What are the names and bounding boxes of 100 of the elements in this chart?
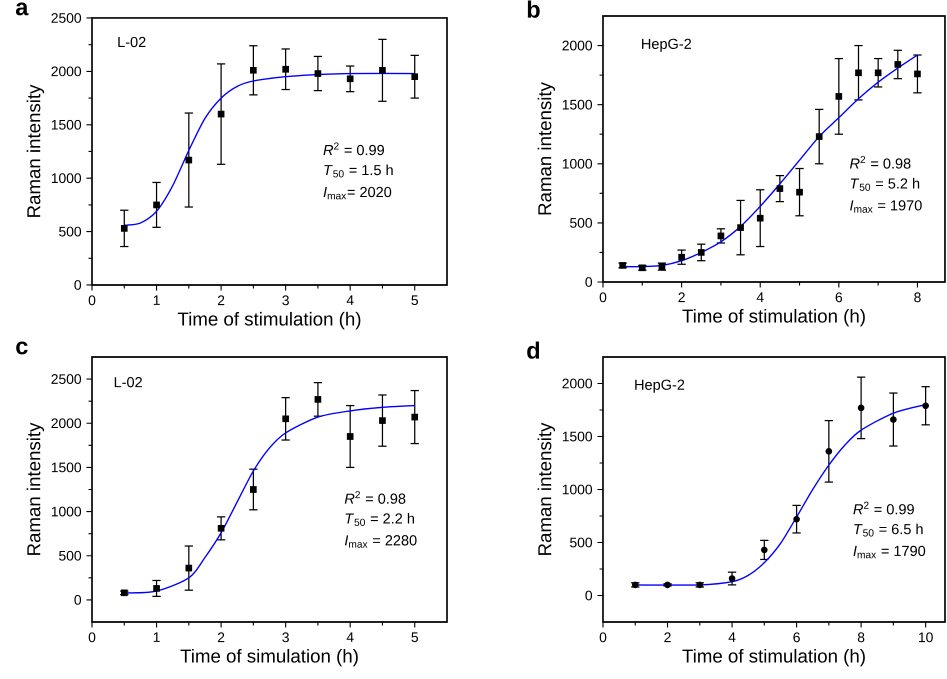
y-tick-label: 1000: [52, 173, 82, 184]
annotation: T$_{50}$ = 2.2 h: [346, 512, 414, 526]
y-tick-label: 2500: [52, 374, 82, 384]
point: [698, 249, 705, 256]
chart-title: c: [16, 342, 28, 354]
x-axis-title: Time of stimulation (h): [682, 648, 865, 666]
x-tick-label: 0: [600, 632, 606, 642]
point: [153, 202, 160, 208]
annotation: R$^{2}$ = 0.98: [850, 156, 911, 169]
x-tick-label: 6: [836, 292, 842, 302]
annotation: HepG-2: [635, 380, 684, 393]
annotation: L-02: [118, 36, 146, 48]
point: [314, 396, 322, 403]
y-axis-title: Raman intensity: [538, 422, 556, 555]
point: [218, 110, 224, 118]
x-tick-label: 2: [218, 632, 224, 642]
chart-title: b: [528, 0, 540, 18]
x-axis-title: Time of stimulation (h): [682, 308, 865, 326]
point: [776, 185, 784, 192]
x-tick-label: 2: [218, 295, 224, 306]
x-tick-label: 8: [858, 632, 864, 642]
x-tick-label: 0: [88, 632, 96, 642]
point: [914, 70, 921, 78]
y-tick-label: 500: [59, 550, 82, 561]
y-tick-label: 1500: [52, 120, 82, 130]
y-tick-label: 1500: [52, 462, 82, 472]
x-axis-title: Time of simulation (h): [180, 648, 358, 666]
y-tick-label: 2000: [52, 66, 82, 76]
x-tick-label: 4: [346, 632, 354, 642]
point: [890, 416, 897, 423]
y-tick-label: 2000: [562, 40, 592, 50]
point: [678, 254, 685, 260]
x-tick-label: 2: [678, 292, 685, 302]
point: [346, 433, 354, 440]
y-tick-label: 1500: [562, 100, 592, 110]
annotation: I$_{max}$ = 2280: [344, 535, 417, 548]
annotation: T$_{50}$ = 5.2 h: [850, 178, 920, 191]
y-tick-label: 2000: [52, 418, 82, 428]
point: [836, 93, 842, 100]
y-axis-title: Raman intensity: [26, 84, 44, 217]
x-tick-label: 1: [154, 632, 160, 642]
y-axis-title: Raman intensity: [26, 422, 44, 555]
point: [411, 73, 418, 80]
point: [855, 69, 862, 76]
y-tick-label: 2500: [52, 13, 82, 23]
x-tick-label: 10: [919, 632, 933, 642]
point: [796, 188, 803, 196]
annotation: R$^{2}$ = 0.98: [344, 491, 406, 504]
point: [379, 66, 386, 74]
point: [737, 224, 744, 231]
point: [186, 564, 192, 572]
point: [411, 414, 418, 420]
point: [816, 133, 823, 140]
x-tick-label: 5: [411, 295, 418, 306]
y-tick-label: 1000: [562, 484, 592, 494]
point: [894, 61, 902, 68]
y-tick-label: 1000: [562, 158, 592, 169]
x-tick-label: 2: [664, 632, 671, 642]
y-tick-label: 0: [74, 595, 82, 605]
annotation: R$^{2}$ = 0.99: [323, 142, 384, 156]
y-tick-label: 1000: [52, 506, 82, 516]
y-tick-label: 0: [74, 280, 82, 290]
point: [120, 225, 128, 232]
point: [760, 546, 768, 554]
point: [826, 448, 832, 455]
point: [282, 416, 289, 422]
y-tick-label: 0: [585, 277, 592, 287]
point: [250, 66, 257, 74]
chart-title: d: [527, 342, 540, 359]
x-tick-label: 3: [282, 632, 289, 642]
y-tick-label: 2000: [562, 378, 592, 388]
point: [153, 585, 160, 592]
point: [793, 516, 800, 522]
point: [346, 76, 354, 82]
point: [858, 404, 864, 412]
y-tick-label: 500: [570, 538, 592, 548]
point: [718, 232, 724, 240]
point: [218, 525, 224, 532]
point: [186, 156, 192, 164]
y-tick-label: 1500: [562, 432, 592, 442]
x-tick-label: 4: [346, 295, 354, 305]
x-tick-label: 0: [88, 295, 96, 306]
x-tick-label: 4: [728, 632, 736, 642]
annotation: I$_{max}$= 2020: [324, 186, 392, 200]
y-tick-label: 0: [585, 590, 592, 600]
y-tick-label: 500: [59, 226, 82, 236]
x-axis-title: Time of stimulation (h): [178, 312, 360, 330]
x-tick-label: 5: [411, 632, 418, 642]
x-tick-label: 3: [282, 295, 289, 306]
annotation: L-02: [114, 377, 142, 388]
annotation: T$_{50}$ = 1.5 h: [324, 164, 393, 178]
x-tick-label: 6: [793, 632, 800, 642]
annotation: T$_{50}$ = 6.5 h: [854, 524, 923, 536]
x-tick-label: 8: [914, 292, 921, 302]
point: [250, 486, 257, 493]
point: [314, 70, 322, 77]
point: [922, 402, 929, 410]
annotation: I$_{max}$ = 1790: [853, 546, 926, 558]
chart-title: a: [16, 2, 29, 16]
point: [728, 575, 736, 582]
